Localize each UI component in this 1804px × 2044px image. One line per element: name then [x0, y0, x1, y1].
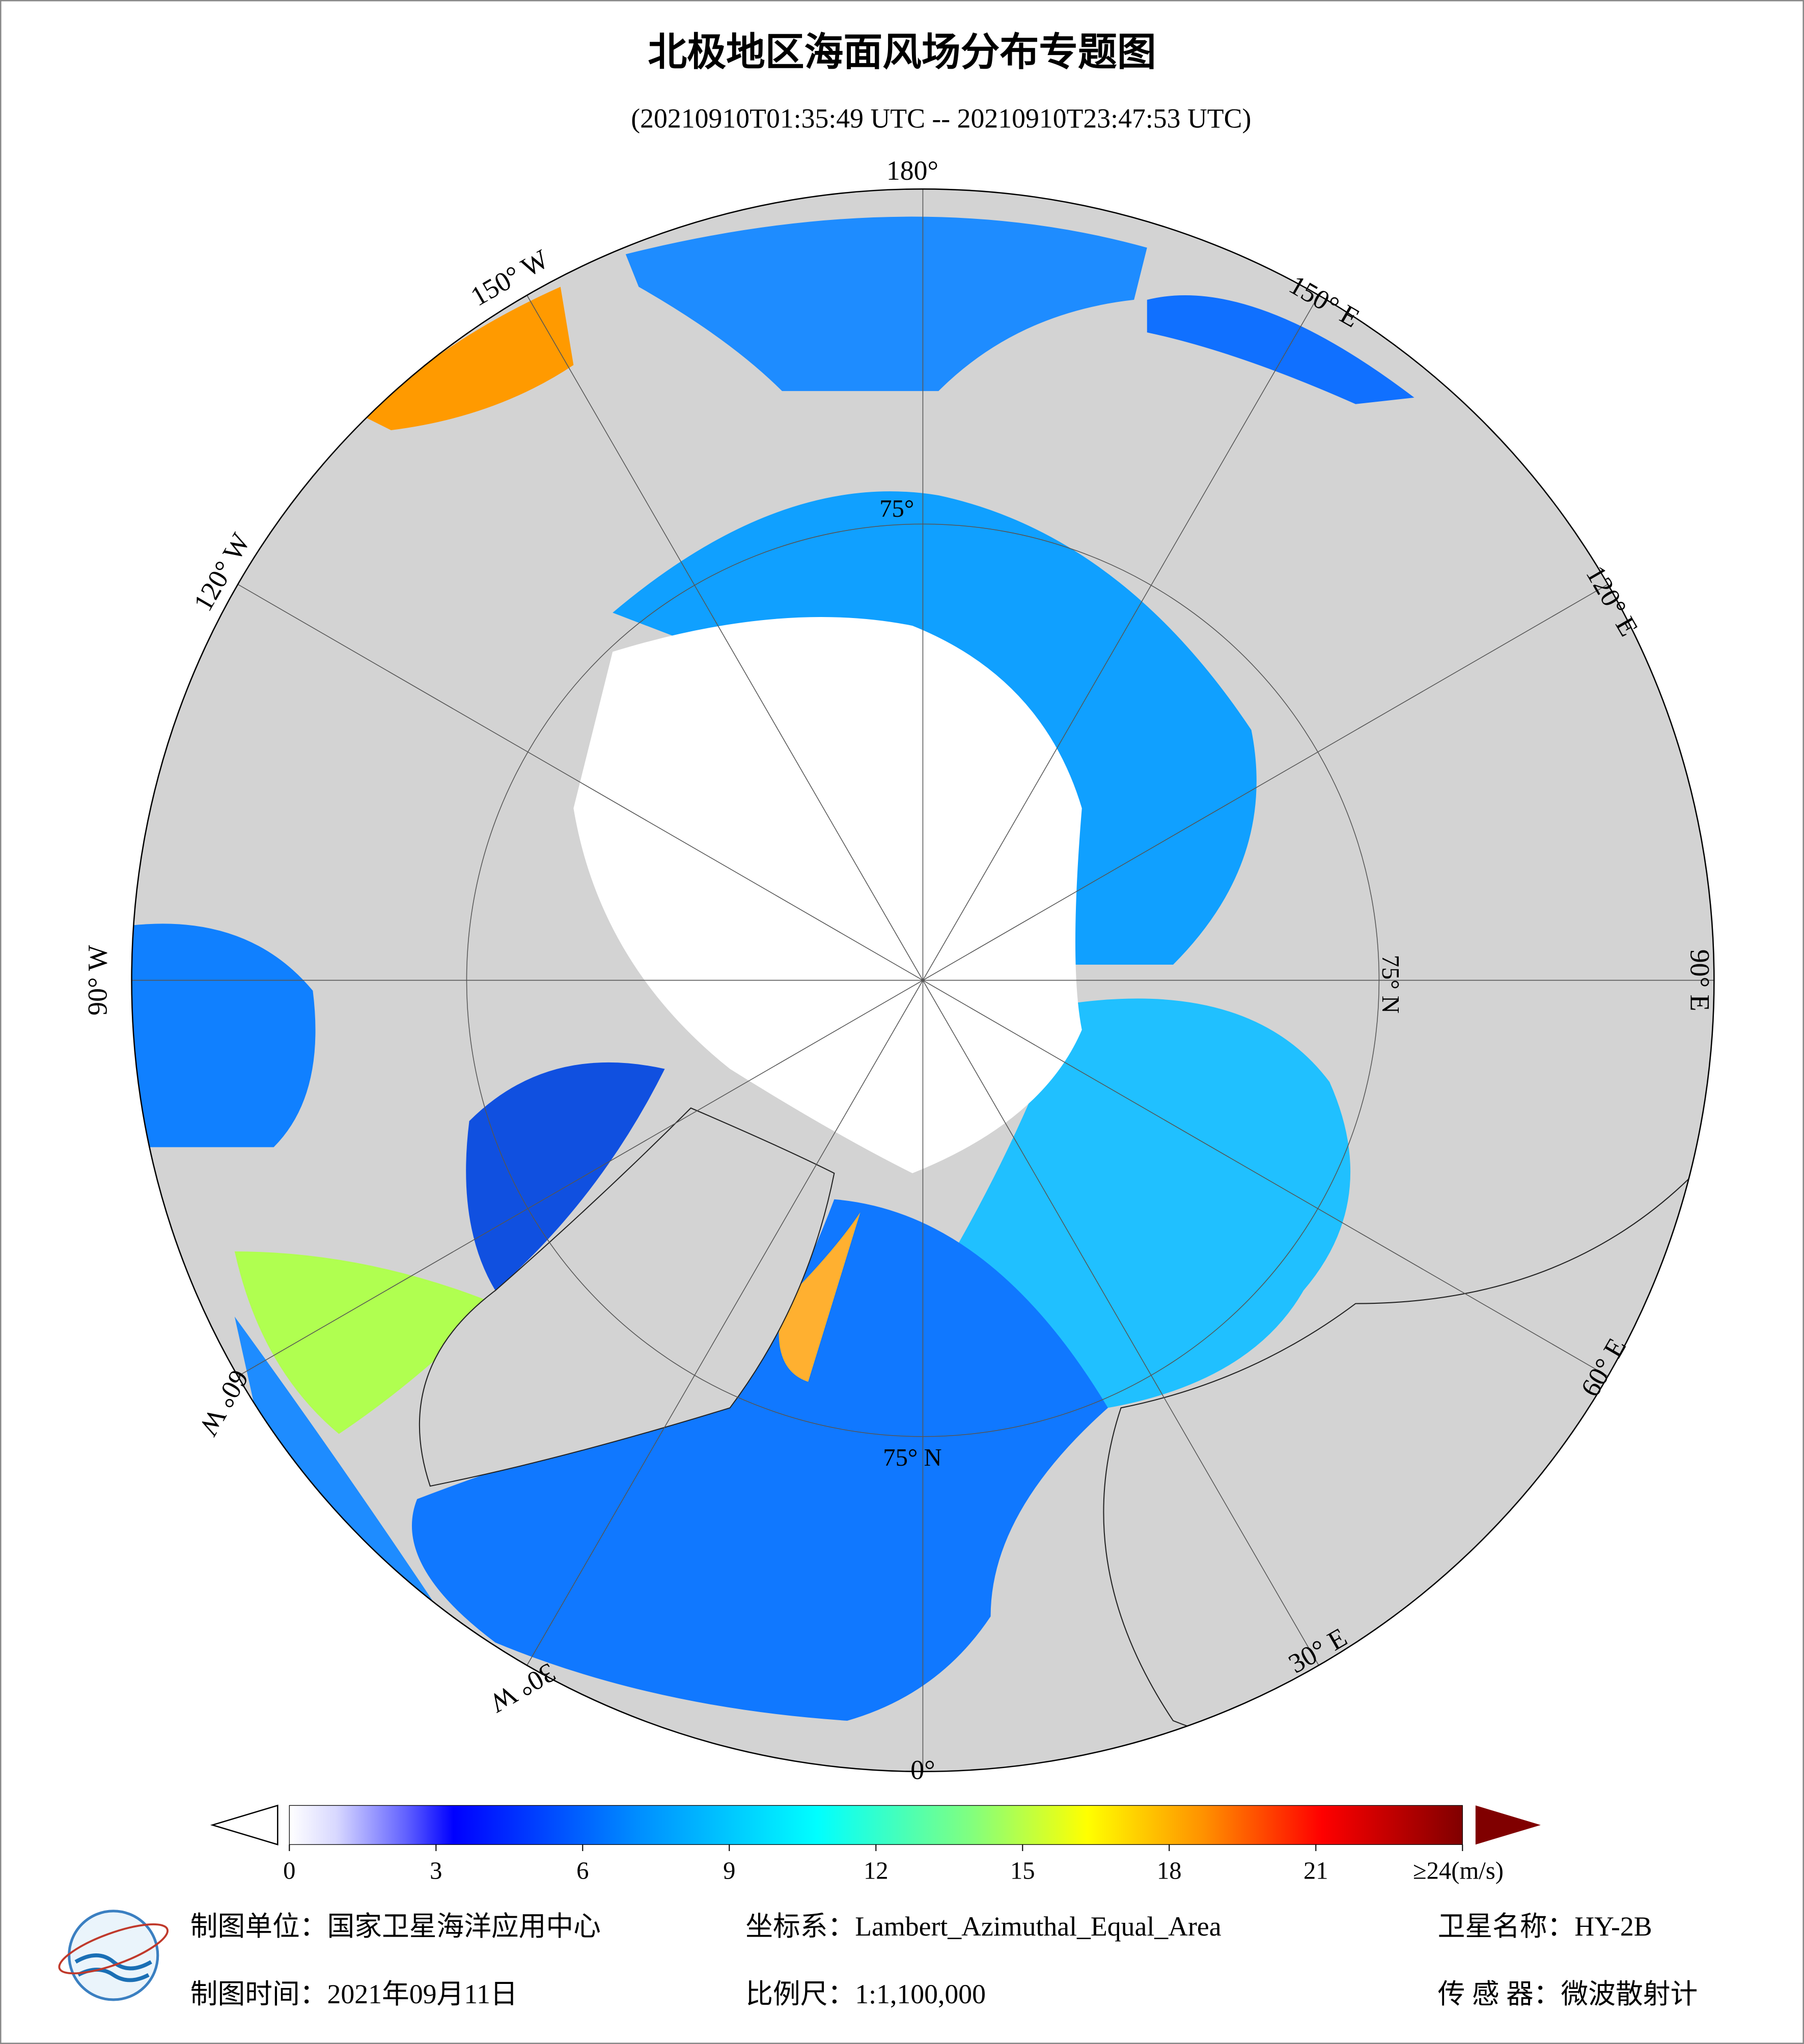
lat-label: 75° [879, 495, 914, 522]
wind-field [131, 923, 316, 1147]
logo [58, 1910, 169, 2001]
map [131, 189, 1714, 1772]
wind-field [411, 1199, 1108, 1721]
wind-field [365, 287, 574, 430]
lon-label: 180° [886, 155, 938, 186]
colorbar-tick-label: ≥24(m/s) [1413, 1857, 1504, 1885]
lon-label: 90° E [1685, 949, 1715, 1012]
lon-label: 0° [910, 1755, 935, 1785]
lon-label: 90° W [82, 945, 113, 1016]
colorbar-tick-label: 9 [723, 1857, 735, 1885]
footer-projection: 坐标系：Lambert_Azimuthal_Equal_Area [745, 1911, 1221, 1942]
map-border [131, 188, 1715, 1773]
wind-field [1147, 295, 1414, 404]
lat-label: 75° N [883, 1444, 941, 1471]
colorbar-tick-label: 0 [283, 1857, 295, 1885]
wind-field [938, 998, 1351, 1408]
lat-label: 75° N [1377, 955, 1404, 1014]
colorbar-tick-label: 18 [1157, 1857, 1182, 1885]
wind-field [625, 216, 1147, 391]
colorbar-under [210, 1804, 279, 1845]
wind-field [613, 491, 1257, 965]
footer-satellite: 卫星名称：HY-2B [1438, 1911, 1652, 1942]
wind-field [234, 1317, 443, 1617]
title: 北极地区海面风场分布专题图 [648, 30, 1156, 75]
sea-ice [573, 617, 1082, 1173]
footer-sensor: 传 感 器：微波散射计 [1438, 1979, 1698, 2009]
colorbar-over [1475, 1805, 1541, 1845]
colorbar-tick-label: 3 [430, 1857, 442, 1885]
colorbar-tick-label: 15 [1010, 1857, 1035, 1885]
colorbar-tick-label: 12 [864, 1857, 889, 1885]
wind-field [234, 1251, 495, 1434]
footer-scale: 比例尺：1:1,100,000 [745, 1979, 986, 2009]
colorbar: 0 3 6 9 12 15 18 21 ≥24(m/s) [210, 1804, 1541, 1885]
subtitle: (20210910T01:35:49 UTC -- 20210910T23:47… [631, 103, 1251, 133]
footer-producer: 制图单位：国家卫星海洋应用中心 [190, 1911, 601, 1942]
colorbar-bar [289, 1805, 1463, 1845]
colorbar-tick-label: 6 [576, 1857, 589, 1885]
footer-date: 制图时间：2021年09月11日 [190, 1979, 518, 2009]
wind-field [779, 1212, 861, 1382]
graticule [131, 189, 1714, 1772]
footer: 制图单位：国家卫星海洋应用中心 坐标系：Lambert_Azimuthal_Eq… [190, 1911, 1698, 2009]
colorbar-tick-label: 21 [1303, 1857, 1328, 1885]
wind-field [466, 1062, 665, 1291]
latitude-labels: 75° 75° N 75° N [879, 495, 1404, 1471]
greenland [419, 1107, 835, 1487]
